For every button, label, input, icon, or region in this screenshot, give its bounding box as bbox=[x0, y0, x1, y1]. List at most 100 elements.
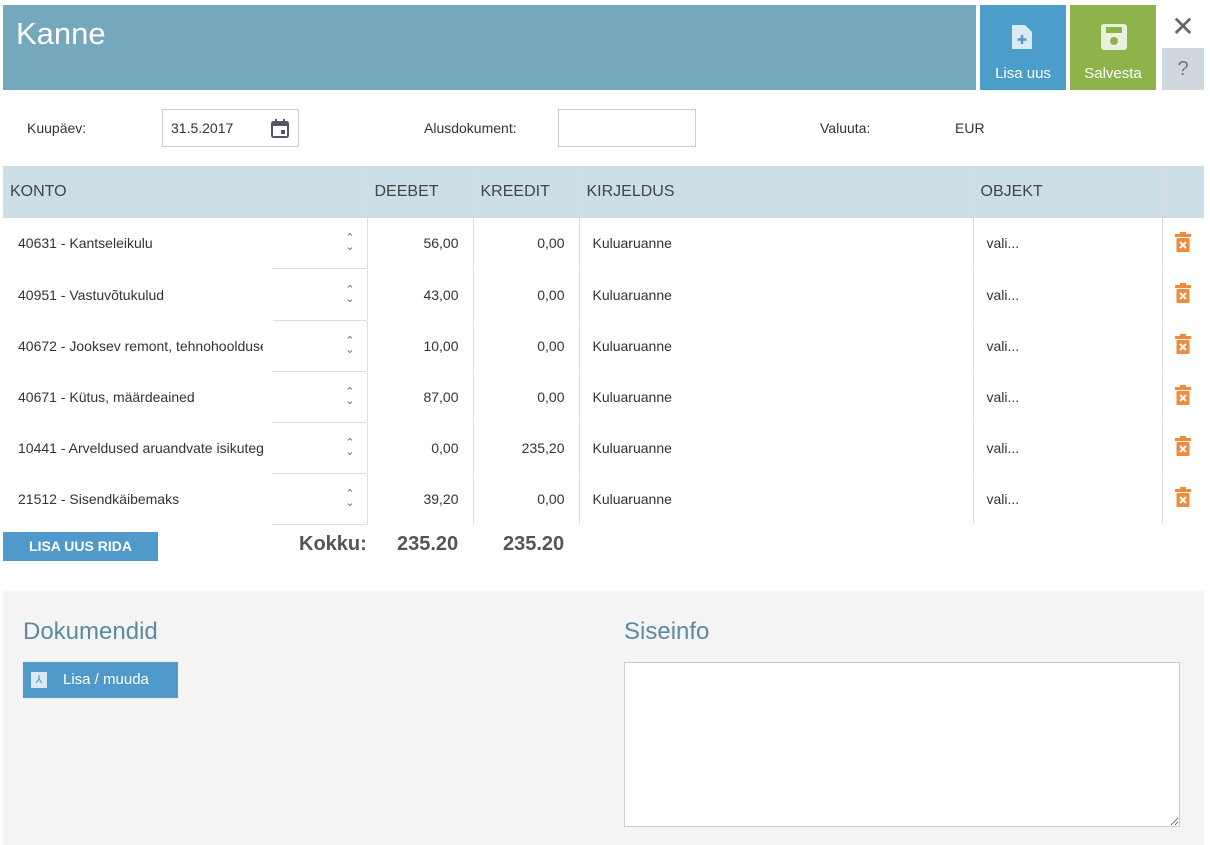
date-label: Kuupäev: bbox=[27, 120, 87, 136]
table-row: 21512 - Sisendkäibemaks ⌃ ⌄ 39,20 0,00 Kul… bbox=[3, 473, 1204, 525]
konto-value: 40631 - Kantseleikulu bbox=[18, 235, 153, 252]
konto-select[interactable]: 40671 - Kütus, määrdeained ⌃ ⌄ bbox=[3, 371, 367, 423]
calendar-icon[interactable] bbox=[271, 119, 289, 138]
deebet-cell[interactable]: 43,00 bbox=[366, 269, 473, 320]
col-kreedit: KREEDIT bbox=[472, 166, 579, 218]
col-deebet: DEEBET bbox=[366, 166, 473, 218]
trash-icon bbox=[1175, 436, 1192, 456]
help-button[interactable]: ? bbox=[1162, 48, 1204, 90]
total-kreedit: 235.20 bbox=[503, 533, 565, 555]
header-bar bbox=[3, 5, 976, 90]
table-row: 40672 - Jooksev remont, tehnohoolduse ⌃ ⌄ … bbox=[3, 320, 1204, 372]
delete-row-button[interactable] bbox=[1161, 218, 1204, 269]
delete-row-button[interactable] bbox=[1161, 269, 1204, 320]
konto-value: 10441 - Arveldused aruandvate isikutega bbox=[18, 439, 263, 456]
save-label: Salvesta bbox=[1084, 65, 1142, 82]
trash-icon bbox=[1175, 487, 1192, 507]
base-document-label: Alusdokument: bbox=[424, 120, 517, 136]
page-title: Kanne bbox=[16, 16, 106, 51]
add-row-button[interactable]: LISA UUS RIDA bbox=[3, 532, 158, 561]
delete-row-button[interactable] bbox=[1161, 422, 1204, 473]
chevron-up-down-icon: ⌃ ⌄ bbox=[345, 232, 355, 253]
new-file-icon bbox=[1012, 25, 1032, 49]
kreedit-cell[interactable]: 0,00 bbox=[472, 218, 579, 269]
konto-select-box: ⌃ ⌄ bbox=[272, 270, 367, 321]
kirjeldus-cell[interactable]: Kuluaruanne bbox=[578, 269, 973, 320]
konto-select-box: ⌃ ⌄ bbox=[272, 321, 367, 372]
objekt-select[interactable]: vali... bbox=[972, 218, 1162, 269]
add-new-button[interactable]: Lisa uus bbox=[980, 5, 1066, 90]
konto-value: 40672 - Jooksev remont, tehnohoolduse bbox=[18, 337, 263, 354]
chevron-up-down-icon: ⌃ ⌄ bbox=[345, 487, 355, 509]
objekt-select[interactable]: vali... bbox=[972, 422, 1162, 473]
pdf-icon: ⅄ bbox=[31, 672, 47, 688]
konto-select[interactable]: 21512 - Sisendkäibemaks ⌃ ⌄ bbox=[3, 473, 367, 525]
trash-icon bbox=[1175, 231, 1192, 252]
col-konto: KONTO bbox=[3, 166, 367, 218]
table-row: 10441 - Arveldused aruandvate isikutega ⌃… bbox=[3, 422, 1204, 474]
trash-icon bbox=[1175, 334, 1192, 354]
kreedit-cell[interactable]: 0,00 bbox=[472, 371, 579, 422]
kreedit-cell[interactable]: 235,20 bbox=[472, 422, 579, 473]
internal-info-textarea[interactable] bbox=[624, 662, 1180, 827]
kreedit-cell[interactable]: 0,00 bbox=[472, 320, 579, 371]
chevron-up-down-icon: ⌃ ⌄ bbox=[345, 436, 355, 458]
trash-icon bbox=[1175, 283, 1192, 303]
add-edit-documents-button[interactable]: ⅄ Lisa / muuda bbox=[23, 662, 178, 698]
internal-info-title: Siseinfo bbox=[624, 618, 710, 645]
delete-row-button[interactable] bbox=[1161, 320, 1204, 371]
deebet-cell[interactable]: 56,00 bbox=[366, 218, 473, 269]
chevron-up-down-icon: ⌃ ⌄ bbox=[345, 385, 355, 407]
delete-row-button[interactable] bbox=[1161, 371, 1204, 422]
date-value: 31.5.2017 bbox=[171, 120, 234, 136]
konto-value: 21512 - Sisendkäibemaks bbox=[18, 490, 180, 507]
trash-icon bbox=[1175, 385, 1192, 405]
currency-label: Valuuta: bbox=[820, 120, 871, 136]
chevron-up-down-icon: ⌃ ⌄ bbox=[345, 334, 355, 356]
col-actions bbox=[1161, 166, 1204, 218]
col-kirjeldus: KIRJELDUS bbox=[578, 166, 973, 218]
objekt-select[interactable]: vali... bbox=[972, 473, 1162, 524]
kreedit-cell[interactable]: 0,00 bbox=[472, 473, 579, 524]
col-objekt: OBJEKT bbox=[972, 166, 1162, 218]
objekt-select[interactable]: vali... bbox=[972, 371, 1162, 422]
date-field[interactable]: 31.5.2017 bbox=[162, 109, 299, 147]
deebet-cell[interactable]: 39,20 bbox=[366, 473, 473, 524]
total-deebet: 235.20 bbox=[397, 533, 459, 555]
currency-value: EUR bbox=[955, 120, 985, 136]
add-new-label: Lisa uus bbox=[995, 65, 1051, 82]
kirjeldus-cell[interactable]: Kuluaruanne bbox=[578, 371, 973, 422]
table-row: 40671 - Kütus, määrdeained ⌃ ⌄ 87,00 0,00 … bbox=[3, 371, 1204, 423]
deebet-cell[interactable]: 10,00 bbox=[366, 320, 473, 371]
konto-select-box: ⌃ ⌄ bbox=[272, 423, 367, 474]
table-row: 40631 - Kantseleikulu ⌃ ⌄ 56,00 0,00 Kulua… bbox=[3, 218, 1204, 269]
konto-select-box: ⌃ ⌄ bbox=[272, 372, 367, 423]
konto-select-box: ⌃ ⌄ bbox=[272, 474, 367, 525]
documents-title: Dokumendid bbox=[23, 618, 158, 645]
konto-value: 40671 - Kütus, määrdeained bbox=[18, 388, 195, 405]
close-icon[interactable]: ✕ bbox=[1171, 11, 1195, 42]
objekt-select[interactable]: vali... bbox=[972, 269, 1162, 320]
konto-select-box: ⌃ ⌄ bbox=[272, 218, 367, 269]
entries-table: KONTO DEEBET KREEDIT KIRJELDUS OBJEKT 40… bbox=[3, 166, 1204, 525]
konto-select[interactable]: 40631 - Kantseleikulu ⌃ ⌄ bbox=[3, 218, 367, 269]
konto-select[interactable]: 40951 - Vastuvõtukulud ⌃ ⌄ bbox=[3, 269, 367, 321]
total-label: Kokku: bbox=[299, 533, 367, 555]
deebet-cell[interactable]: 87,00 bbox=[366, 371, 473, 422]
konto-select[interactable]: 40672 - Jooksev remont, tehnohoolduse ⌃ ⌄ bbox=[3, 320, 367, 372]
objekt-select[interactable]: vali... bbox=[972, 320, 1162, 371]
deebet-cell[interactable]: 0,00 bbox=[366, 422, 473, 473]
save-button[interactable]: Salvesta bbox=[1070, 5, 1156, 90]
add-edit-documents-label: Lisa / muuda bbox=[63, 671, 149, 688]
kirjeldus-cell[interactable]: Kuluaruanne bbox=[578, 218, 973, 269]
konto-select[interactable]: 10441 - Arveldused aruandvate isikutega ⌃… bbox=[3, 422, 367, 474]
floppy-disk-icon bbox=[1101, 24, 1127, 50]
base-document-input[interactable] bbox=[558, 109, 696, 147]
konto-value: 40951 - Vastuvõtukulud bbox=[18, 286, 165, 303]
kirjeldus-cell[interactable]: Kuluaruanne bbox=[578, 473, 973, 524]
kreedit-cell[interactable]: 0,00 bbox=[472, 269, 579, 320]
chevron-up-down-icon: ⌃ ⌄ bbox=[345, 283, 355, 305]
kirjeldus-cell[interactable]: Kuluaruanne bbox=[578, 422, 973, 473]
delete-row-button[interactable] bbox=[1161, 473, 1204, 524]
kirjeldus-cell[interactable]: Kuluaruanne bbox=[578, 320, 973, 371]
